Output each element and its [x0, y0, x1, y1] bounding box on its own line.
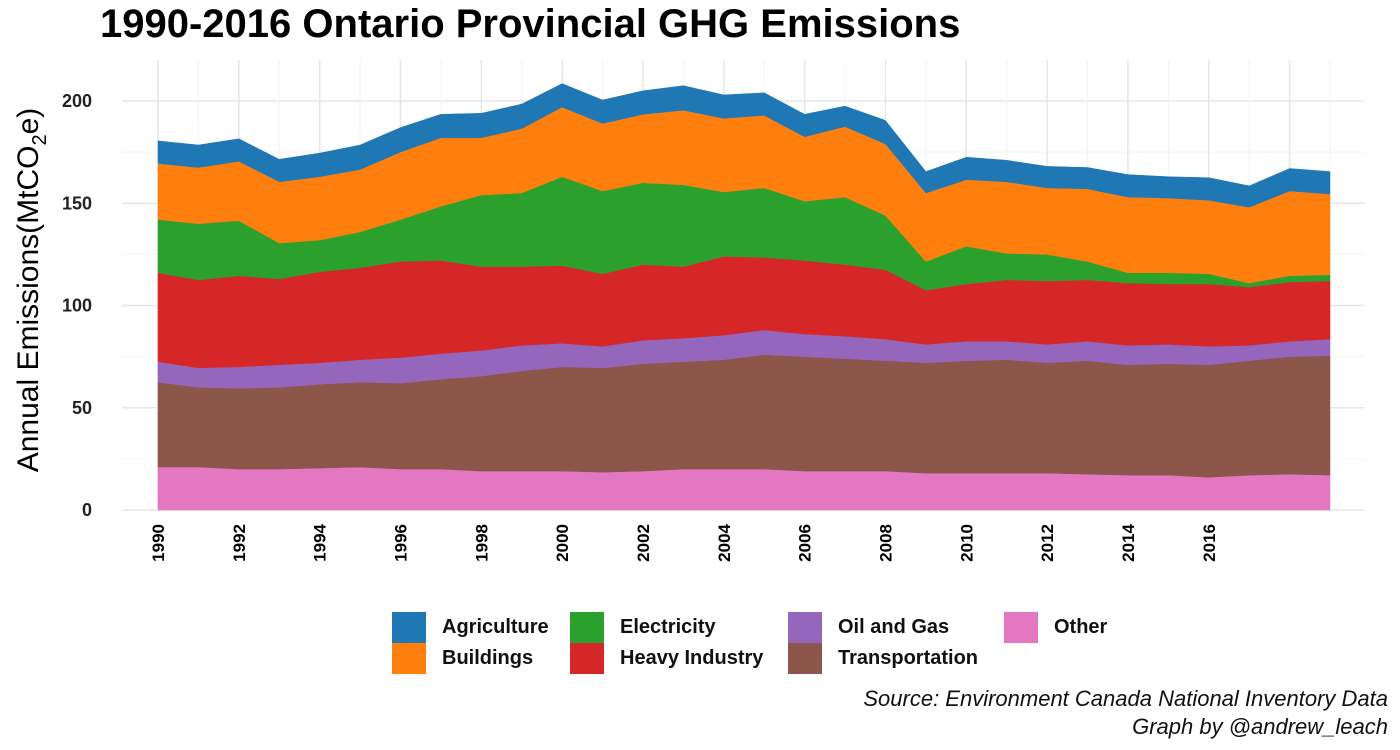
x-tick-label: 2014 — [1119, 523, 1138, 561]
legend-item-agriculture: Agriculture — [392, 612, 549, 643]
legend-swatch — [570, 643, 604, 674]
y-axis-label-main: Annual Emissions(MtCO — [12, 146, 45, 473]
source-note: Source: Environment Canada National Inve… — [863, 686, 1388, 711]
legend-label: Electricity — [620, 616, 716, 638]
x-tick-label: 1994 — [311, 523, 330, 561]
legend-swatch — [392, 643, 426, 674]
legend-label: Oil and Gas — [838, 616, 950, 638]
x-tick-label: 1992 — [230, 524, 249, 562]
y-tick-label: 50 — [72, 398, 92, 418]
legend-label: Heavy Industry — [620, 647, 764, 669]
legend-item-heavy-industry: Heavy Industry — [570, 643, 763, 674]
legend-item-other: Other — [1004, 612, 1107, 643]
legend-swatch — [1004, 612, 1038, 643]
x-tick-label: 2004 — [715, 523, 734, 561]
stacked-area-chart: 0 50 100 150 200 1990 1992 1994 1996 1998 2000 200… — [12, 60, 1365, 562]
x-tick-label: 2012 — [1038, 524, 1057, 562]
y-axis-label: Annual Emissions(MtCO2e) — [12, 108, 51, 473]
y-tick-label: 100 — [62, 296, 92, 316]
y-tick-label: 150 — [62, 193, 92, 213]
x-tick-label: 2016 — [1200, 524, 1219, 562]
x-tick-label: 2008 — [876, 524, 895, 562]
x-tick-label: 1998 — [472, 524, 491, 562]
legend: Agriculture Buildings Electricity Heavy Ind… — [392, 612, 1152, 676]
legend-label: Other — [1054, 616, 1108, 638]
y-axis-ticks: 0 50 100 150 200 — [62, 91, 92, 520]
legend-item-electricity: Electricity — [570, 612, 716, 643]
x-tick-label: 1990 — [149, 524, 168, 562]
legend-swatch — [392, 612, 426, 643]
x-tick-label: 2000 — [553, 524, 572, 562]
caption: Source: Environment Canada National Inve… — [863, 685, 1388, 741]
y-tick-label: 200 — [62, 91, 92, 111]
legend-swatch — [788, 612, 822, 643]
credit-note: Graph by @andrew_leach — [1132, 714, 1388, 739]
legend-label: Agriculture — [442, 616, 549, 638]
x-axis-ticks: 1990 1992 1994 1996 1998 2000 2002 2004 2006 2008… — [149, 523, 1219, 561]
legend-item-buildings: Buildings — [392, 643, 533, 674]
legend-item-transportation: Transportation — [788, 643, 978, 674]
x-tick-label: 2010 — [957, 524, 976, 562]
y-axis-label-subscript: 2 — [29, 134, 51, 145]
legend-swatch — [570, 612, 604, 643]
x-tick-label: 2006 — [796, 524, 815, 562]
x-tick-label: 2002 — [634, 524, 653, 562]
legend-label: Buildings — [442, 647, 534, 669]
legend-item-oil-and-gas: Oil and Gas — [788, 612, 949, 643]
y-tick-label: 0 — [82, 500, 92, 520]
area-agriculture — [157, 83, 1331, 208]
area-series — [157, 83, 1331, 511]
x-tick-label: 1996 — [392, 524, 411, 562]
legend-label: Transportation — [838, 647, 979, 669]
legend-swatch — [788, 643, 822, 674]
y-axis-label-tail: e) — [12, 108, 45, 135]
chart-title: 1990-2016 Ontario Provincial GHG Emissio… — [100, 2, 961, 46]
